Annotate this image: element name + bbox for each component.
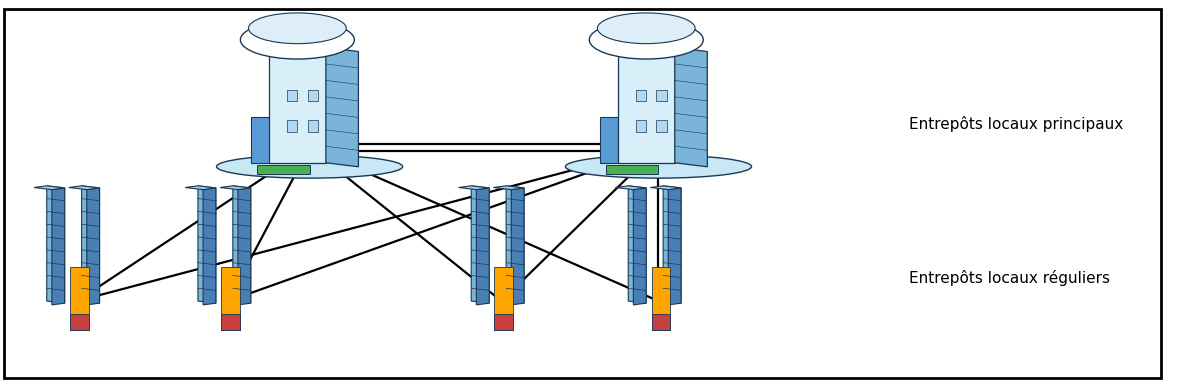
FancyBboxPatch shape [637, 120, 646, 132]
Polygon shape [668, 188, 681, 305]
Ellipse shape [590, 21, 703, 59]
FancyBboxPatch shape [494, 314, 513, 330]
Polygon shape [68, 186, 99, 190]
FancyBboxPatch shape [652, 267, 670, 330]
Polygon shape [633, 188, 646, 305]
Polygon shape [34, 186, 65, 190]
Ellipse shape [249, 13, 347, 44]
FancyBboxPatch shape [637, 90, 646, 101]
FancyBboxPatch shape [657, 120, 666, 132]
Text: Entrepôts locaux réguliers: Entrepôts locaux réguliers [909, 270, 1109, 286]
Polygon shape [87, 188, 99, 305]
FancyBboxPatch shape [70, 267, 88, 330]
Polygon shape [185, 186, 216, 190]
Polygon shape [651, 186, 681, 190]
Polygon shape [472, 186, 489, 303]
Polygon shape [47, 186, 65, 303]
Ellipse shape [241, 21, 355, 59]
Polygon shape [493, 186, 523, 190]
Text: Entrepôts locaux principaux: Entrepôts locaux principaux [909, 116, 1122, 132]
Polygon shape [459, 186, 489, 190]
Polygon shape [198, 186, 216, 303]
FancyBboxPatch shape [257, 165, 310, 174]
Polygon shape [674, 48, 707, 167]
Polygon shape [600, 116, 624, 163]
FancyBboxPatch shape [288, 90, 297, 101]
Polygon shape [618, 48, 674, 163]
Polygon shape [628, 186, 646, 303]
Polygon shape [203, 188, 216, 305]
Polygon shape [81, 186, 99, 303]
Polygon shape [512, 188, 523, 305]
Polygon shape [615, 186, 646, 190]
FancyBboxPatch shape [70, 314, 88, 330]
Polygon shape [269, 48, 325, 163]
Polygon shape [52, 188, 65, 305]
FancyBboxPatch shape [308, 120, 317, 132]
FancyBboxPatch shape [308, 90, 317, 101]
Ellipse shape [217, 155, 402, 178]
Polygon shape [220, 186, 251, 190]
Ellipse shape [598, 13, 696, 44]
Polygon shape [663, 186, 681, 303]
Polygon shape [476, 188, 489, 305]
FancyBboxPatch shape [494, 267, 513, 330]
Polygon shape [506, 186, 523, 303]
FancyBboxPatch shape [288, 120, 297, 132]
FancyBboxPatch shape [652, 314, 670, 330]
Polygon shape [232, 186, 251, 303]
Polygon shape [238, 188, 251, 305]
FancyBboxPatch shape [657, 90, 666, 101]
FancyBboxPatch shape [222, 267, 239, 330]
Polygon shape [251, 116, 275, 163]
Polygon shape [325, 48, 358, 167]
FancyBboxPatch shape [606, 165, 659, 174]
FancyBboxPatch shape [222, 314, 239, 330]
Ellipse shape [566, 155, 751, 178]
